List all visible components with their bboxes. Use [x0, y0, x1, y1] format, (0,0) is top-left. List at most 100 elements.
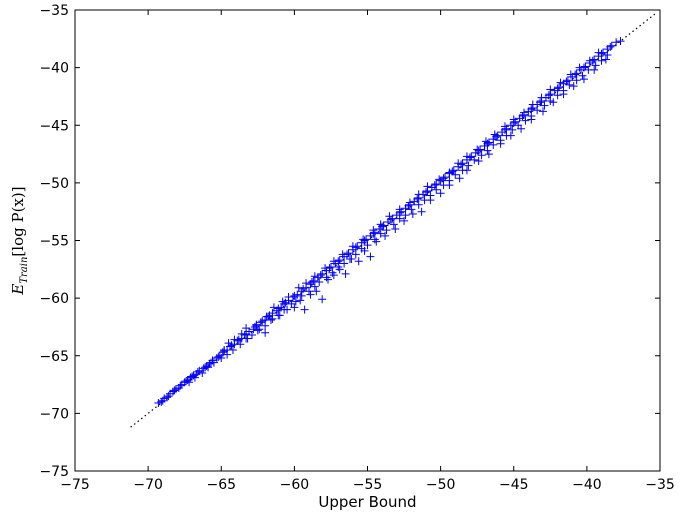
data-point — [569, 82, 578, 91]
data-point — [566, 70, 575, 79]
data-point — [540, 101, 549, 110]
data-point — [426, 196, 435, 205]
data-point — [372, 237, 381, 246]
data-point — [506, 131, 515, 140]
data-point — [422, 188, 430, 197]
data-point — [612, 38, 621, 47]
data-point — [329, 271, 338, 280]
data-point — [449, 166, 458, 175]
data-point — [407, 205, 416, 214]
data-point — [464, 161, 473, 170]
data-point — [477, 151, 486, 160]
data-point — [306, 290, 315, 299]
data-point — [158, 396, 167, 405]
data-point — [462, 152, 471, 161]
data-point — [585, 56, 594, 65]
data-point — [275, 311, 284, 320]
data-point — [324, 275, 333, 284]
data-point — [483, 146, 492, 155]
data-point — [305, 287, 313, 296]
data-point — [454, 159, 463, 168]
data-point — [376, 220, 385, 229]
data-point — [369, 226, 378, 235]
data-point — [462, 166, 471, 175]
data-point — [318, 295, 327, 304]
data-point — [616, 37, 625, 46]
data-point — [544, 91, 553, 100]
data-point — [278, 297, 287, 306]
data-point — [408, 209, 417, 218]
data-point — [204, 363, 213, 372]
data-point — [417, 207, 426, 216]
data-point — [575, 63, 584, 72]
data-point — [414, 200, 423, 209]
data-point — [521, 116, 530, 125]
data-point — [555, 83, 564, 92]
data-point — [441, 173, 450, 182]
data-point — [340, 259, 349, 268]
data-point — [423, 182, 432, 191]
data-point — [553, 84, 562, 93]
data-point — [414, 190, 423, 199]
data-point — [261, 328, 270, 337]
data-point — [237, 329, 246, 338]
svg-text:ETrain[log P(x)]: ETrain[log P(x)] — [9, 186, 30, 295]
data-point — [230, 335, 239, 344]
data-point — [490, 130, 499, 139]
data-point — [190, 373, 199, 382]
x-tick-label: −55 — [353, 477, 383, 493]
data-point — [297, 291, 306, 300]
data-point — [363, 241, 372, 250]
data-point — [553, 91, 562, 100]
data-point — [217, 354, 226, 363]
data-point — [430, 181, 439, 190]
data-point — [224, 339, 233, 348]
data-point — [590, 55, 599, 64]
data-point — [578, 71, 587, 80]
data-point — [274, 304, 283, 313]
data-point — [606, 42, 615, 51]
data-point — [302, 279, 311, 288]
data-point — [326, 263, 335, 272]
data-point — [539, 107, 547, 116]
data-point — [536, 98, 545, 107]
reference-line-layer — [130, 12, 656, 428]
y-axis-label-main: E — [9, 284, 27, 296]
data-point — [290, 303, 299, 312]
data-point — [310, 282, 319, 291]
data-point — [549, 98, 558, 107]
data-point — [389, 220, 398, 229]
data-point — [445, 181, 454, 190]
data-point — [474, 146, 483, 155]
x-tick-label: −75 — [60, 477, 90, 493]
data-point — [170, 386, 179, 395]
data-point — [527, 115, 536, 124]
data-point — [436, 189, 445, 198]
data-point — [290, 291, 299, 300]
data-point — [315, 277, 324, 286]
data-point — [321, 264, 330, 273]
y-axis-label-sub: Train — [19, 257, 30, 284]
data-point — [307, 277, 316, 286]
data-point — [351, 250, 360, 259]
data-point — [432, 185, 441, 194]
data-point — [359, 235, 368, 244]
data-point — [445, 168, 454, 177]
data-point — [528, 100, 537, 109]
data-point — [579, 75, 588, 84]
data-point — [603, 50, 612, 59]
data-point — [236, 340, 245, 349]
data-point — [348, 242, 357, 251]
data-point — [435, 175, 444, 184]
data-point — [400, 216, 409, 225]
data-point — [474, 156, 483, 165]
data-point — [242, 334, 251, 343]
x-axis-label: Upper Bound — [318, 493, 416, 511]
x-tick-label: −65 — [206, 477, 236, 493]
data-point — [590, 65, 599, 74]
data-point — [360, 246, 369, 255]
data-point — [385, 212, 394, 221]
data-point — [559, 90, 568, 99]
data-point — [354, 257, 363, 266]
